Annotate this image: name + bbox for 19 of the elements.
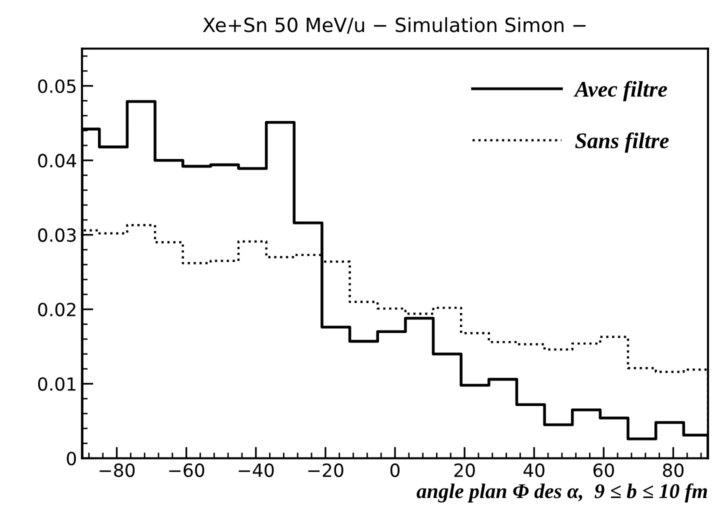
y-tick-label: 0: [66, 452, 76, 466]
y-tick-label: 0.05: [38, 79, 76, 93]
chart-title: Xe+Sn 50 MeV/u − Simulation Simon −: [202, 17, 586, 34]
y-tick-label: 0.01: [38, 377, 76, 391]
x-axis-title: angle plan Φ des α, 9 ≤ b ≤ 10 fm: [416, 483, 708, 502]
x-tick-label: −80: [100, 463, 135, 478]
legend-label: Avec filtre: [574, 80, 668, 102]
x-tick-label: 20: [454, 463, 475, 478]
legend-label: Sans filtre: [575, 132, 669, 153]
y-tick-label: 0.04: [38, 154, 76, 168]
x-tick-label: −60: [169, 463, 204, 478]
x-tick-label: −20: [308, 463, 344, 478]
y-tick-label: 0.03: [38, 228, 76, 242]
x-tick-label: 0: [390, 463, 400, 478]
y-tick-label: 0.02: [38, 302, 76, 316]
x-tick-label: 60: [593, 463, 614, 478]
x-tick-label: 40: [524, 463, 544, 478]
x-tick-label: 80: [662, 463, 684, 478]
x-tick-label: −40: [238, 463, 274, 478]
